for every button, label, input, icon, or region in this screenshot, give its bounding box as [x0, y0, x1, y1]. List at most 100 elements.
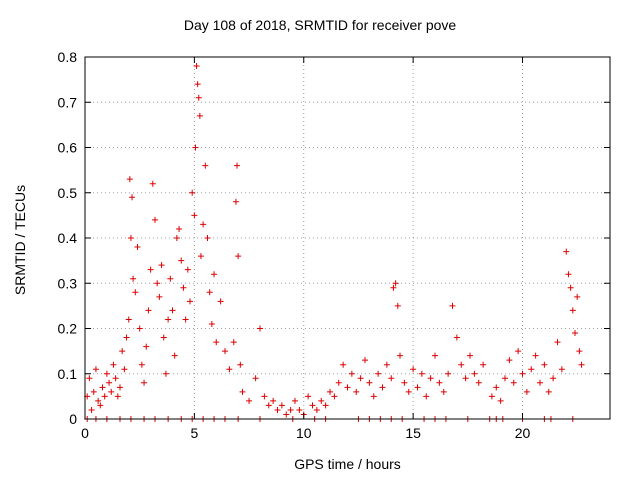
- data-point: [152, 216, 158, 223]
- data-point: [390, 284, 397, 291]
- data-point: [506, 357, 513, 364]
- data-point: [194, 81, 201, 88]
- data-point: [565, 271, 572, 278]
- data-point: [292, 397, 298, 404]
- data-point: [173, 235, 180, 241]
- data-point: [418, 370, 425, 377]
- data-point: [187, 298, 193, 305]
- data-point: [121, 366, 128, 373]
- data-point: [232, 198, 239, 205]
- data-point: [265, 402, 272, 409]
- data-point: [388, 375, 395, 382]
- y-tick-label: 0: [69, 411, 77, 427]
- data-point: [445, 370, 452, 377]
- data-point: [158, 262, 165, 269]
- data-point: [528, 366, 535, 373]
- y-axis-label: SRMTID / TECUs: [12, 184, 28, 296]
- data-point: [537, 379, 543, 386]
- data-point: [375, 370, 382, 377]
- data-point: [171, 352, 178, 359]
- data-point: [213, 339, 220, 346]
- x-tick-label: 10: [296, 425, 312, 441]
- data-point: [191, 212, 198, 219]
- data-point: [127, 235, 134, 241]
- data-point: [578, 361, 585, 368]
- data-point: [88, 406, 95, 413]
- data-point: [493, 384, 500, 391]
- data-point: [126, 176, 133, 183]
- data-point: [169, 307, 176, 314]
- data-point: [147, 266, 154, 273]
- data-point: [532, 352, 539, 359]
- data-point: [383, 361, 390, 368]
- data-point: [110, 361, 117, 368]
- data-point: [90, 388, 97, 395]
- data-point: [567, 284, 574, 291]
- data-point: [143, 343, 150, 350]
- data-point: [488, 393, 495, 400]
- data-point: [145, 307, 152, 314]
- data-point: [414, 384, 421, 391]
- data-point: [305, 393, 312, 400]
- data-point: [545, 388, 552, 395]
- data-point: [149, 180, 156, 187]
- data-point: [432, 352, 438, 359]
- data-point: [440, 388, 447, 395]
- x-tick-label: 20: [515, 425, 531, 441]
- data-point: [97, 402, 104, 409]
- data-point: [234, 162, 241, 169]
- data-point: [405, 388, 412, 395]
- data-point: [136, 325, 143, 332]
- data-point: [235, 253, 242, 260]
- data-point: [252, 375, 259, 382]
- data-point: [129, 194, 136, 201]
- data-point: [515, 348, 522, 355]
- data-point: [574, 293, 581, 300]
- data-point: [318, 397, 325, 404]
- data-point: [138, 361, 145, 368]
- data-point: [202, 162, 209, 169]
- data-point: [353, 388, 360, 395]
- data-point: [576, 348, 583, 355]
- x-axis-label: GPS time / hours: [294, 456, 401, 472]
- data-point: [95, 397, 102, 404]
- data-point: [237, 361, 244, 368]
- data-point: [344, 384, 351, 391]
- data-point: [101, 393, 108, 400]
- data-point: [423, 393, 430, 400]
- data-point: [436, 379, 443, 386]
- data-point: [108, 388, 115, 395]
- data-point: [99, 384, 106, 391]
- data-point: [497, 397, 504, 404]
- plot-frame: [84, 56, 611, 420]
- data-point: [427, 375, 434, 382]
- data-point: [550, 375, 557, 382]
- y-tick-label: 0.3: [58, 275, 78, 291]
- data-point: [348, 370, 355, 377]
- data-point: [471, 370, 478, 377]
- data-point: [114, 393, 121, 400]
- data-point: [357, 375, 364, 382]
- data-point: [195, 94, 202, 101]
- data-point: [523, 388, 530, 395]
- data-point: [274, 406, 281, 413]
- data-point: [92, 366, 99, 373]
- data-point: [510, 379, 517, 386]
- data-point: [246, 397, 253, 404]
- data-point: [180, 284, 187, 291]
- data-point: [541, 361, 548, 368]
- data-point: [176, 225, 183, 232]
- data-point: [366, 379, 373, 386]
- data-point: [392, 280, 399, 287]
- data-point: [569, 307, 576, 314]
- data-point: [141, 379, 148, 386]
- data-point: [154, 280, 161, 287]
- data-point: [296, 406, 303, 413]
- data-point: [193, 63, 200, 70]
- data-point: [519, 370, 526, 377]
- data-point: [208, 320, 215, 327]
- data-point: [230, 339, 237, 346]
- data-point: [160, 334, 167, 341]
